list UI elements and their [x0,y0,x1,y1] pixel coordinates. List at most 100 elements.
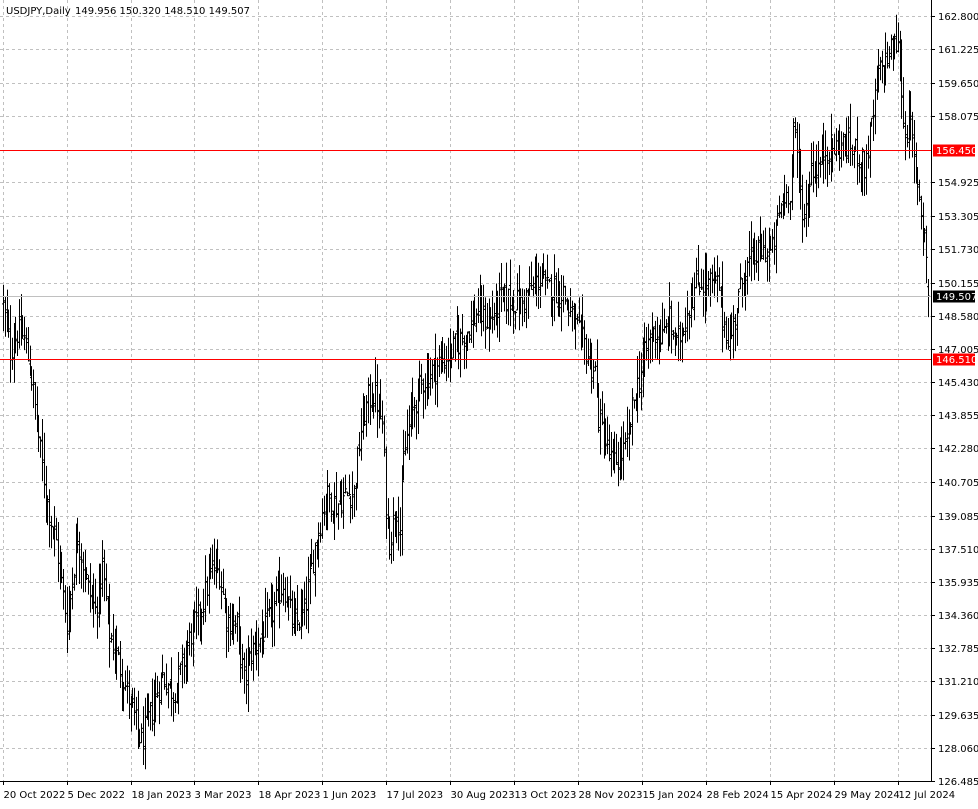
ohlc-bar [303,581,306,626]
ohlc-bar [452,330,455,359]
y-tick-label: 129.635 [938,711,978,722]
ohlc-bar [294,598,297,637]
ohlc-bar [523,289,526,323]
ohlc-bar [126,665,129,704]
ohlc-bar [608,424,611,462]
ohlc-bar [298,622,301,631]
ohlc-bar [893,33,896,60]
ohlc-bar [702,269,705,317]
ohlc-bar [776,205,779,226]
ohlc-bar [252,635,255,681]
ohlc-bar [812,141,815,193]
ohlc-bar [659,319,662,353]
ohlc-bar [369,374,372,426]
ohlc-bar [66,586,69,654]
ohlc-bar [278,556,281,629]
ohlc-bar [358,432,361,457]
ohlc-bar [828,151,831,176]
ohlc-bar [330,492,333,522]
ohlc-bar [902,77,905,129]
ohlc-bar [629,422,632,435]
ohlc-bar [714,271,717,284]
ohlc-bar [525,288,528,329]
ohlc-bar [620,426,623,480]
ohlc-bar [80,543,83,589]
ohlc-bars [2,14,930,770]
ohlc-bar [459,328,462,378]
ohlc-bar [737,288,740,314]
x-tick-label: 12 Jul 2024 [899,790,956,801]
ohlc-bar [92,573,95,628]
ohlc-bar [610,431,613,477]
ohlc-bar [890,34,893,60]
ohlc-bar [234,615,237,634]
ohlc-bar [255,620,258,671]
ohlc-bar [420,363,423,394]
header-ohlc: 149.956 150.320 148.510 149.507 [75,6,250,17]
ohlc-bar [597,383,600,433]
ohlc-bar [516,273,519,311]
ohlc-bar [546,254,549,289]
ohlc-bar [4,296,7,337]
ohlc-bar [14,316,17,354]
ohlc-bar [342,477,345,529]
ohlc-bar [530,261,533,291]
ohlc-bar [376,364,379,438]
ohlc-bar [404,431,407,456]
ohlc-bar [142,706,145,765]
ohlc-bar [548,278,551,283]
ohlc-bar [663,308,666,333]
ohlc-bar [645,327,648,361]
ohlc-bar [484,297,487,349]
ohlc-bar [7,309,10,338]
x-tick-label: 18 Jan 2023 [132,790,192,801]
ohlc-bar [881,50,884,84]
ohlc-bar [744,260,747,311]
y-tick-label: 159.650 [938,79,978,90]
ohlc-bar [574,303,577,350]
current-price-label-bg [933,290,975,303]
x-tick-label: 18 Apr 2023 [259,790,321,801]
ohlc-bar [558,281,561,317]
ohlc-bar [250,628,253,671]
ohlc-bar [319,522,322,543]
ohlc-bar [606,416,609,455]
ohlc-bar [262,621,265,655]
ohlc-bar [117,646,120,656]
ohlc-bar [539,266,542,309]
ohlc-bar [920,195,923,230]
ohlc-bar [99,563,102,615]
y-tick-label: 161.225 [938,45,978,56]
ohlc-bar [103,549,106,602]
ohlc-bar [427,353,430,400]
ohlc-bar [395,511,398,544]
ohlc-bar [48,489,51,548]
ohlc-bar [647,323,650,369]
ohlc-bar [101,540,104,597]
header-symbol: USDJPY,Daily [6,6,71,17]
ohlc-bar [491,290,494,334]
ohlc-bar [830,113,833,182]
ohlc-bar [122,681,125,712]
ohlc-bar [353,484,356,517]
ohlc-bar [149,701,152,731]
ohlc-bar [124,670,127,691]
level-label-bg [933,144,975,157]
ohlc-bar [144,697,147,770]
ohlc-bar [216,539,219,574]
ohlc-bar [340,479,343,518]
ohlc-bar [870,117,873,126]
ohlc-bar [466,331,469,351]
y-tick-label: 134.360 [938,611,978,622]
ohlc-bar [748,231,751,277]
ohlc-bar [165,663,168,696]
ohlc-bar [564,285,567,305]
ohlc-bar [803,203,806,228]
ohlc-bar [817,140,820,189]
ohlc-bar [512,289,515,334]
ohlc-bar [925,225,928,283]
ohlc-bar [454,333,457,362]
ohlc-bar [372,393,375,419]
ohlc-bar [551,296,554,327]
y-tick-label: 150.155 [938,279,978,290]
